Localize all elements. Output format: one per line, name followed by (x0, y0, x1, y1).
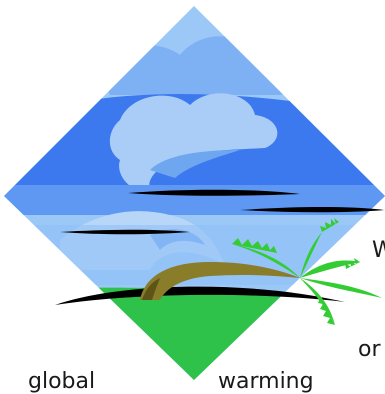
island-shore (55, 286, 345, 305)
word-global: global (28, 369, 96, 394)
horizon-streak-3 (60, 229, 190, 235)
word-or: or (358, 337, 381, 362)
horizon-streak-1 (128, 189, 300, 196)
palm-trunk (140, 262, 300, 300)
word-warming: warming (218, 369, 314, 394)
trunk-shade (142, 278, 160, 300)
word-w: W (372, 238, 385, 263)
swirl-inner (150, 150, 240, 178)
upper-cloud (100, 36, 291, 95)
horizon-streak-2 (240, 207, 385, 213)
palm-fronds (232, 218, 382, 325)
clip-art-illustration (4, 6, 385, 380)
